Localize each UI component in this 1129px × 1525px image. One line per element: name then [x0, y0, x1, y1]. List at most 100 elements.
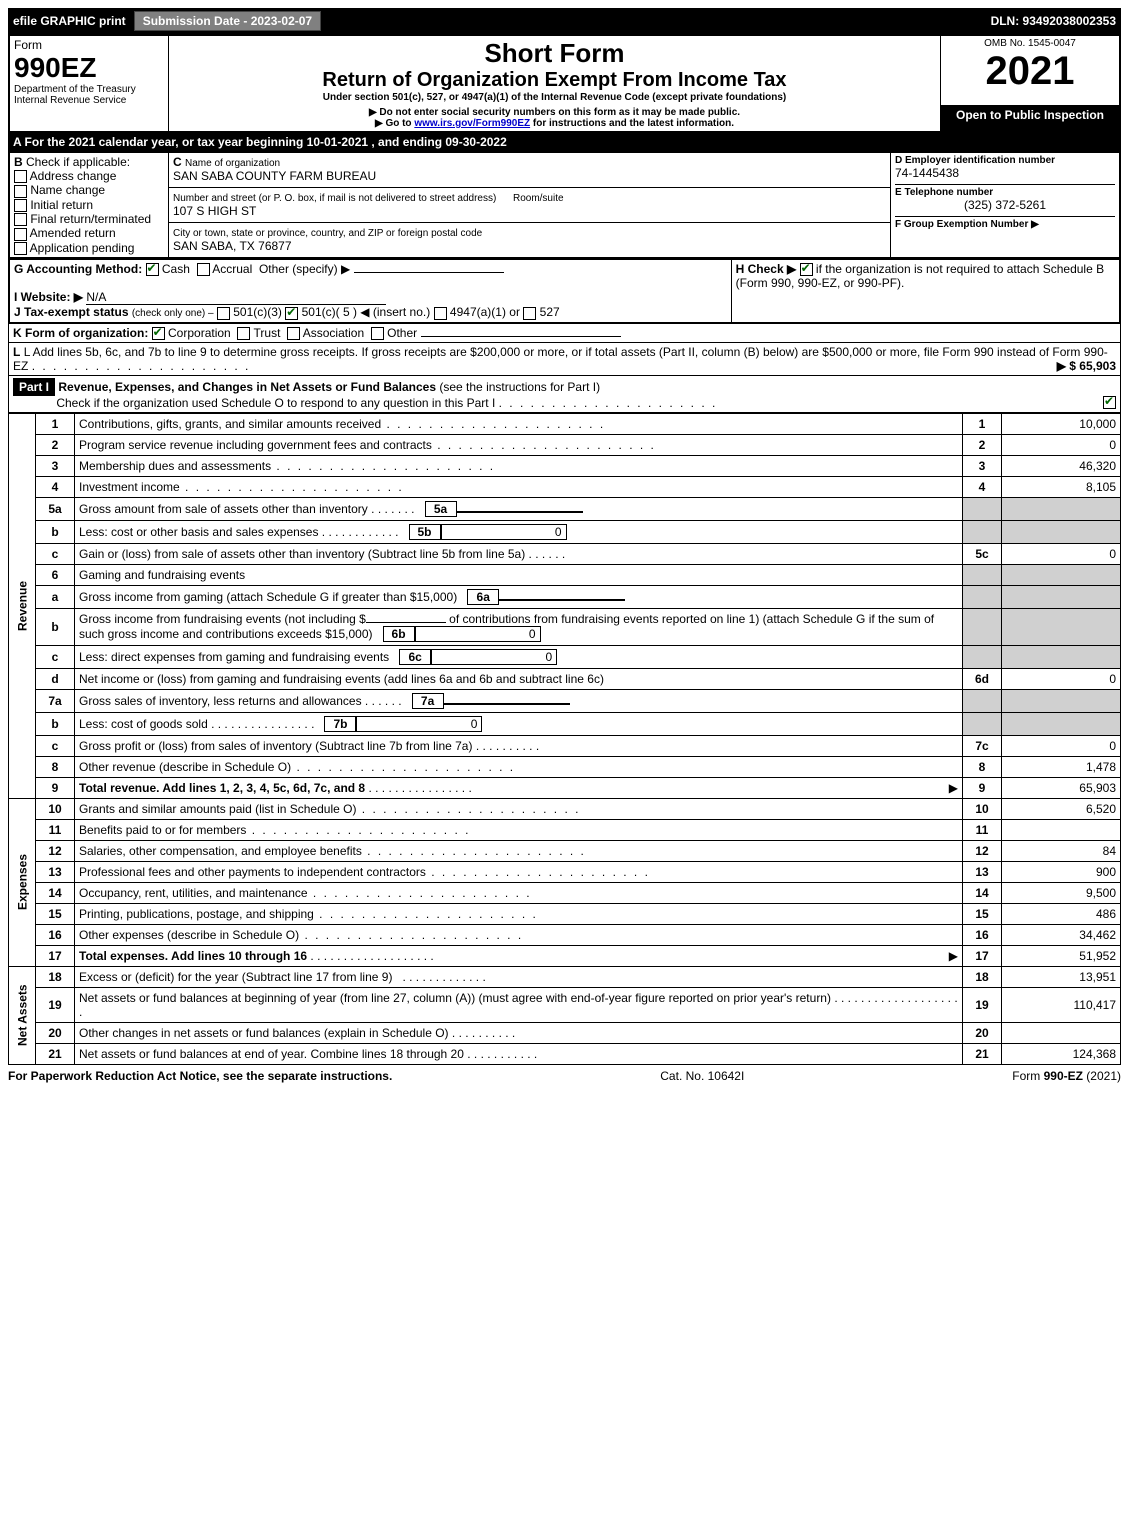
bcd-section: B Check if applicable: Address change Na… — [8, 152, 1121, 259]
g-accrual: Accrual — [212, 262, 252, 276]
subtitle: Under section 501(c), 527, or 4947(a)(1)… — [173, 92, 936, 103]
irs-link[interactable]: www.irs.gov/Form990EZ — [414, 118, 530, 129]
addr-change-checkbox[interactable] — [14, 170, 27, 183]
b-opt-2: Initial return — [14, 198, 164, 212]
note-1: ▶ Do not enter social security numbers o… — [173, 107, 936, 118]
amended-checkbox[interactable] — [14, 228, 27, 241]
corp-checkbox[interactable] — [152, 327, 165, 340]
assoc-checkbox[interactable] — [287, 327, 300, 340]
l6d-desc: Net income or (loss) from gaming and fun… — [75, 668, 963, 689]
l1-dots — [381, 417, 605, 431]
l15-dots — [314, 907, 538, 921]
l8-num: 8 — [36, 756, 75, 777]
l5b-num: b — [36, 520, 75, 543]
website-value: N/A — [86, 290, 386, 305]
l2-amt: 0 — [1002, 434, 1121, 455]
l4-num: 4 — [36, 476, 75, 497]
k-other-input[interactable] — [421, 336, 621, 337]
k-corp: Corporation — [168, 326, 231, 340]
l15-desc: Printing, publications, postage, and shi… — [79, 907, 314, 921]
ein-value: 74-1445438 — [895, 166, 1115, 180]
trust-checkbox[interactable] — [237, 327, 250, 340]
cash-checkbox[interactable] — [146, 263, 159, 276]
d-label: D Employer identification number — [895, 155, 1115, 166]
b-opt-3-label: Final return/terminated — [30, 212, 151, 226]
j-label: J Tax-exempt status — [14, 305, 129, 319]
l6b-blank[interactable] — [366, 622, 446, 623]
l5a-amt — [1002, 497, 1121, 520]
l6c-ln — [963, 645, 1002, 668]
k-label: K Form of organization: — [13, 326, 148, 340]
part1-label: Part I — [13, 378, 55, 396]
l3-ln: 3 — [963, 455, 1002, 476]
note2-post: for instructions and the latest informat… — [530, 118, 734, 129]
submission-date-button[interactable]: Submission Date - 2023-02-07 — [134, 11, 321, 31]
l3-desc: Membership dues and assessments — [79, 459, 271, 473]
l12-ln: 12 — [963, 840, 1002, 861]
l6c-il: 6c — [399, 649, 431, 665]
part1-dots — [499, 396, 718, 410]
l5b-ln — [963, 520, 1002, 543]
dept-label: Department of the Treasury — [14, 84, 164, 95]
l2-dots — [432, 438, 656, 452]
part1-sub: (see the instructions for Part I) — [439, 380, 600, 394]
l20-desc: Other changes in net assets or fund bala… — [79, 1026, 449, 1040]
form-header: Form 990EZ Department of the Treasury In… — [8, 34, 1121, 133]
l10-desc: Grants and similar amounts paid (list in… — [79, 802, 356, 816]
l3-dots — [271, 459, 495, 473]
l6c-ia: 0 — [431, 649, 557, 665]
l6a-desc: Gross income from gaming (attach Schedul… — [79, 590, 457, 604]
side-net: Net Assets — [9, 966, 36, 1064]
l17-arrow: ▶ — [949, 949, 958, 963]
l6-amt — [1002, 564, 1121, 585]
l10-dots — [356, 802, 580, 816]
g-other: Other (specify) ▶ — [259, 262, 350, 276]
l21-num: 21 — [36, 1043, 75, 1064]
l11-desc: Benefits paid to or for members — [79, 823, 246, 837]
l13-desc: Professional fees and other payments to … — [79, 865, 426, 879]
initial-return-checkbox[interactable] — [14, 199, 27, 212]
l7b-desc: Less: cost of goods sold — [79, 717, 208, 731]
501c-checkbox[interactable] — [285, 307, 298, 320]
part1-title: Revenue, Expenses, and Changes in Net As… — [58, 380, 436, 394]
501c3-checkbox[interactable] — [217, 307, 230, 320]
l6-num: 6 — [36, 564, 75, 585]
accrual-checkbox[interactable] — [197, 263, 210, 276]
c-label: C — [173, 155, 182, 169]
l6b-amt — [1002, 608, 1121, 645]
l7a-desc: Gross sales of inventory, less returns a… — [79, 694, 362, 708]
l8-amt: 1,478 — [1002, 756, 1121, 777]
app-pending-checkbox[interactable] — [14, 242, 27, 255]
footer-right: Form 990-EZ (2021) — [1012, 1069, 1121, 1083]
l16-num: 16 — [36, 924, 75, 945]
name-change-checkbox[interactable] — [14, 185, 27, 198]
g-other-input[interactable] — [354, 272, 504, 273]
j-o4: 527 — [540, 305, 560, 319]
org-name: SAN SABA COUNTY FARM BUREAU — [173, 169, 376, 183]
section-b: B Check if applicable: — [14, 155, 164, 169]
other-checkbox[interactable] — [371, 327, 384, 340]
l7b-il: 7b — [324, 716, 356, 732]
l19-num: 19 — [36, 987, 75, 1022]
l11-dots — [246, 823, 470, 837]
j-sub: (check only one) – — [132, 308, 214, 319]
l20-amt — [1002, 1022, 1121, 1043]
gh-section: G Accounting Method: Cash Accrual Other … — [8, 259, 1121, 324]
527-checkbox[interactable] — [523, 307, 536, 320]
city-value: SAN SABA, TX 76877 — [173, 239, 292, 253]
h-checkbox[interactable] — [800, 263, 813, 276]
part1-checkbox[interactable] — [1103, 396, 1116, 409]
final-return-checkbox[interactable] — [14, 213, 27, 226]
l7a-num: 7a — [36, 689, 75, 712]
b-opt-3: Final return/terminated — [14, 212, 164, 226]
l7c-ln: 7c — [963, 735, 1002, 756]
form-number: 990EZ — [14, 52, 164, 84]
l7b-ia: 0 — [356, 716, 482, 732]
l5c-amt: 0 — [1002, 543, 1121, 564]
k-trust: Trust — [254, 326, 281, 340]
l9-num: 9 — [36, 777, 75, 798]
l10-ln: 10 — [963, 798, 1002, 819]
4947-checkbox[interactable] — [434, 307, 447, 320]
l18-desc: Excess or (deficit) for the year (Subtra… — [79, 970, 392, 984]
l1-num: 1 — [36, 413, 75, 434]
